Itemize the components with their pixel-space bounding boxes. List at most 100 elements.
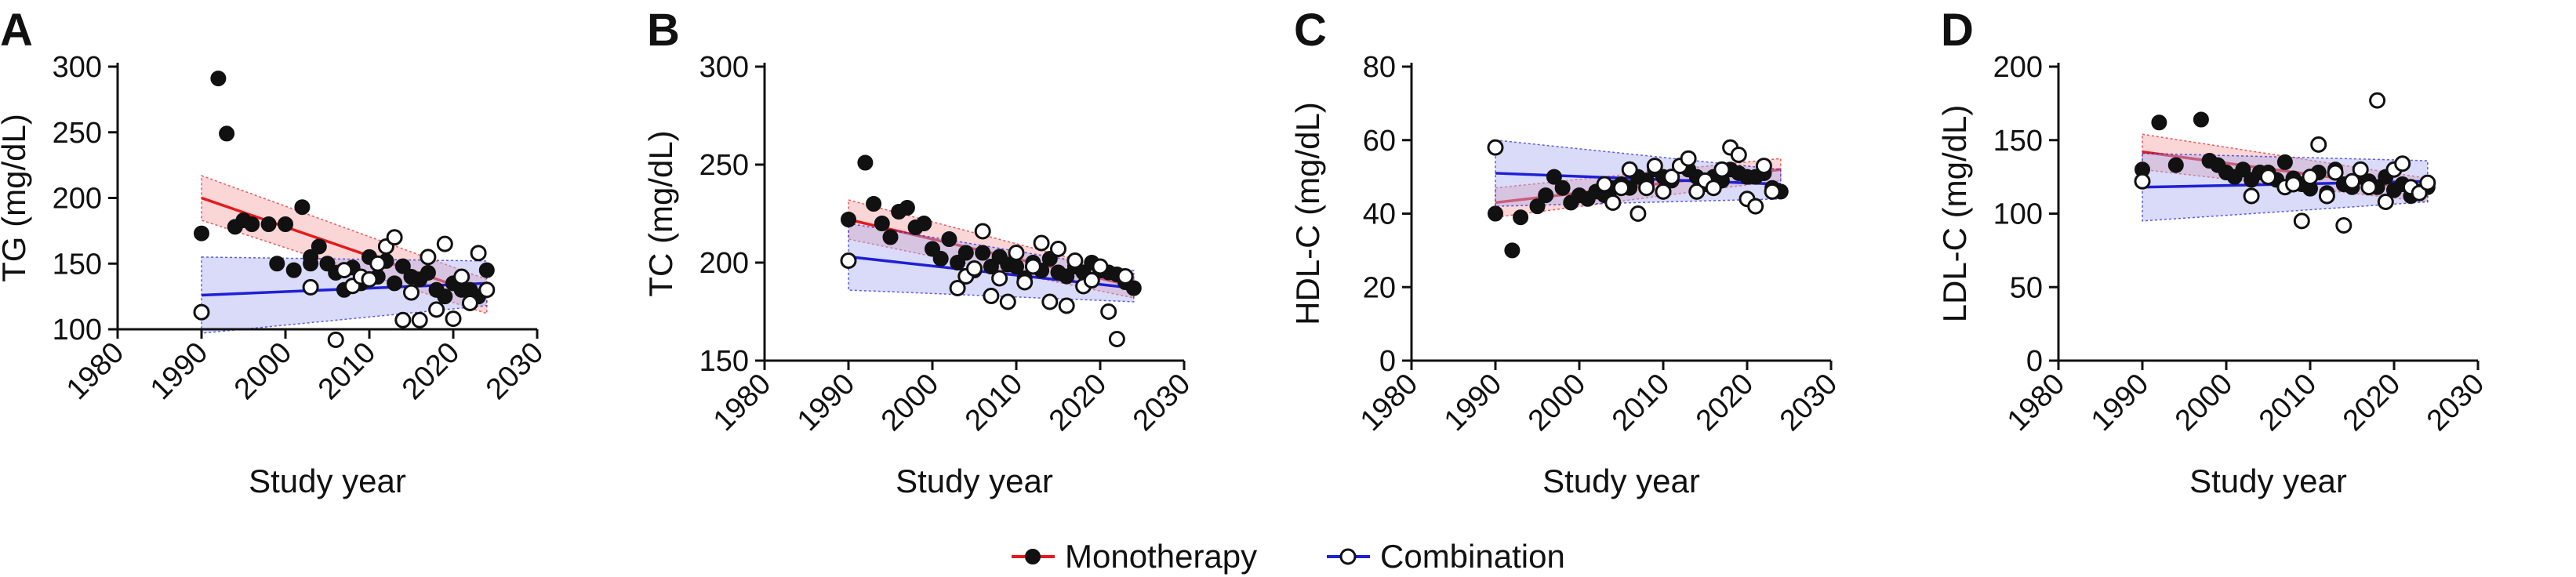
legend: Monotherapy Combination xyxy=(1012,538,1565,575)
x-tick-label: 2030 xyxy=(480,336,550,406)
point-combination xyxy=(1655,183,1672,200)
x-axis-label: Study year xyxy=(2189,463,2347,499)
point-combination xyxy=(2360,179,2378,196)
point-combination xyxy=(2327,164,2344,181)
point-combination xyxy=(2318,187,2335,205)
point-combination xyxy=(1604,194,1622,211)
panel-a: A 100 150 200 250 300 1980 1990 2000 2010 2020 2030… xyxy=(0,5,550,499)
y-tick-label: 60 xyxy=(1363,125,1396,158)
point-combination xyxy=(2377,194,2394,210)
point-monotherapy xyxy=(932,251,949,267)
y-tick-label: 200 xyxy=(699,247,749,280)
y-tick-label: 150 xyxy=(699,345,749,378)
point-monotherapy xyxy=(210,71,227,87)
point-monotherapy xyxy=(437,288,453,305)
point-combination xyxy=(327,331,344,348)
point-combination xyxy=(1630,205,1647,222)
point-monotherapy xyxy=(219,125,235,142)
y-axis-label: TG (mg/dL) xyxy=(0,114,32,282)
point-combination xyxy=(1663,169,1680,186)
x-tick-label: 1990 xyxy=(144,336,214,406)
point-combination xyxy=(1092,258,1109,275)
y-tick-label: 250 xyxy=(699,149,749,182)
point-combination xyxy=(2419,174,2436,191)
x-tick-label: 2000 xyxy=(228,336,298,406)
y-axis-label: HDL-C (mg/dL) xyxy=(1289,102,1326,325)
point-monotherapy xyxy=(874,216,890,231)
point-combination xyxy=(1638,180,1655,197)
trend-line-monotherapy xyxy=(201,196,488,298)
point-combination xyxy=(2352,161,2369,178)
point-combination xyxy=(302,278,319,296)
point-monotherapy xyxy=(294,199,311,216)
point-combination xyxy=(2285,176,2302,193)
y-tick-label: 200 xyxy=(1993,51,2043,84)
point-monotherapy xyxy=(899,200,915,216)
point-monotherapy xyxy=(866,196,882,212)
point-monotherapy xyxy=(194,225,209,241)
x-axis-label: Study year xyxy=(896,463,1053,499)
point-monotherapy xyxy=(285,262,302,278)
x-tick-label: 2010 xyxy=(312,336,382,406)
point-monotherapy xyxy=(1546,169,1562,185)
point-combination xyxy=(1688,183,1706,200)
y-tick-label: 150 xyxy=(53,248,102,281)
point-monotherapy xyxy=(1059,268,1075,285)
point-combination xyxy=(470,245,487,262)
panel-d: D 0 50 100 150 200 1980 1990 2000 2010 2020 2030 Stu… xyxy=(1936,5,2491,499)
point-combination xyxy=(2310,136,2327,153)
point-combination xyxy=(453,268,471,285)
point-combination xyxy=(2394,155,2411,172)
y-tick-label: 20 xyxy=(1363,271,1396,304)
y-tick-label: 200 xyxy=(53,183,102,216)
point-combination xyxy=(2344,172,2360,190)
x-tick-label: 2020 xyxy=(1043,368,1113,437)
legend-label-monotherapy: Monotherapy xyxy=(1065,538,1257,575)
point-combination xyxy=(436,235,453,252)
point-combination xyxy=(369,255,387,272)
point-combination xyxy=(2411,184,2428,201)
point-combination xyxy=(1066,252,1084,269)
x-tick-label: 2030 xyxy=(1774,368,1844,437)
panel-c: C 0 20 40 60 80 1980 1990 2000 2010 2020 2030 Study … xyxy=(1289,5,1844,499)
point-combination xyxy=(411,311,428,328)
point-monotherapy xyxy=(278,216,293,232)
point-combination xyxy=(1487,139,1504,156)
point-combination xyxy=(1646,158,1663,175)
point-monotherapy xyxy=(478,262,495,278)
point-monotherapy xyxy=(941,231,957,247)
legend-marker-combination xyxy=(1339,548,1357,565)
x-tick-label: 2000 xyxy=(2169,368,2239,437)
x-tick-label: 2030 xyxy=(1127,368,1197,437)
point-combination xyxy=(2260,169,2276,186)
point-combination xyxy=(1596,176,1613,193)
legend-item-combination: Combination xyxy=(1327,538,1565,575)
x-tick-label: 2020 xyxy=(2337,368,2407,437)
point-monotherapy xyxy=(983,259,999,274)
point-combination xyxy=(1008,245,1025,261)
y-tick-label: 300 xyxy=(699,51,749,84)
point-combination xyxy=(1680,150,1697,167)
point-monotherapy xyxy=(975,245,991,261)
point-combination xyxy=(1730,147,1747,163)
point-combination xyxy=(840,252,857,269)
point-combination xyxy=(949,280,966,296)
y-axis-label: LDL-C (mg/dL) xyxy=(1936,105,1973,323)
legend-item-monotherapy: Monotherapy xyxy=(1012,538,1257,575)
point-combination xyxy=(1747,198,1764,215)
point-monotherapy xyxy=(957,245,974,261)
point-monotherapy xyxy=(857,154,874,171)
y-tick-label: 250 xyxy=(53,117,102,150)
panel-b: B 150 200 250 300 1980 1990 2000 2010 2020 2030 Stu… xyxy=(642,5,1197,499)
panel-letter: A xyxy=(0,5,33,56)
point-combination xyxy=(428,301,445,318)
point-monotherapy xyxy=(2151,114,2167,131)
point-combination xyxy=(999,293,1016,310)
point-combination xyxy=(974,223,991,240)
point-monotherapy xyxy=(1554,180,1571,196)
point-combination xyxy=(1058,297,1075,314)
y-tick-label: 150 xyxy=(1993,125,2043,158)
x-tick-label: 2010 xyxy=(1606,368,1676,437)
